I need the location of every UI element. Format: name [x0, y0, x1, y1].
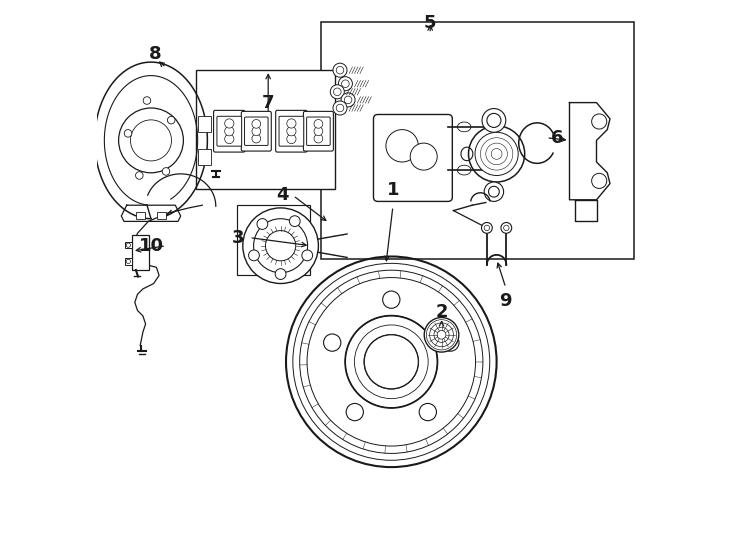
Circle shape — [126, 243, 131, 247]
Circle shape — [336, 104, 344, 112]
Circle shape — [302, 250, 313, 261]
Circle shape — [136, 172, 143, 179]
Circle shape — [314, 127, 323, 136]
Circle shape — [592, 173, 607, 188]
Circle shape — [314, 119, 323, 128]
Circle shape — [336, 66, 344, 74]
Circle shape — [468, 126, 525, 182]
Bar — [198, 148, 211, 165]
Circle shape — [243, 208, 319, 284]
Polygon shape — [570, 103, 610, 200]
FancyBboxPatch shape — [217, 116, 241, 146]
Circle shape — [382, 291, 400, 308]
Circle shape — [341, 80, 349, 87]
Circle shape — [487, 113, 501, 127]
Circle shape — [124, 130, 132, 137]
FancyBboxPatch shape — [244, 117, 268, 145]
Circle shape — [489, 186, 499, 197]
Circle shape — [252, 127, 261, 136]
Polygon shape — [121, 205, 181, 221]
Circle shape — [287, 126, 296, 136]
Polygon shape — [575, 200, 597, 221]
FancyBboxPatch shape — [374, 114, 452, 201]
Circle shape — [344, 96, 352, 104]
Bar — [136, 212, 145, 219]
Circle shape — [484, 182, 504, 201]
Circle shape — [330, 85, 344, 99]
Circle shape — [475, 132, 518, 176]
Text: 7: 7 — [262, 93, 275, 112]
Circle shape — [225, 134, 234, 144]
Text: 2: 2 — [435, 303, 448, 321]
Bar — [237, 205, 310, 275]
FancyBboxPatch shape — [279, 116, 304, 146]
Circle shape — [419, 403, 437, 421]
FancyBboxPatch shape — [303, 111, 333, 151]
Text: 10: 10 — [139, 237, 164, 255]
Circle shape — [167, 117, 175, 124]
Circle shape — [246, 211, 316, 280]
Circle shape — [287, 119, 296, 128]
Circle shape — [484, 225, 490, 231]
Text: 8: 8 — [149, 45, 161, 63]
Circle shape — [252, 119, 261, 128]
Circle shape — [482, 109, 506, 132]
Text: 9: 9 — [500, 292, 512, 310]
Circle shape — [246, 211, 316, 280]
Bar — [321, 22, 634, 259]
Circle shape — [246, 211, 316, 280]
Circle shape — [333, 88, 341, 96]
Circle shape — [386, 130, 418, 162]
Circle shape — [126, 259, 131, 264]
Circle shape — [252, 134, 261, 143]
Text: 6: 6 — [550, 129, 563, 147]
Circle shape — [442, 334, 459, 351]
Bar — [158, 212, 166, 219]
Circle shape — [143, 97, 150, 104]
Circle shape — [424, 318, 459, 352]
Circle shape — [333, 101, 347, 115]
Circle shape — [324, 334, 341, 351]
Bar — [196, 70, 335, 189]
Circle shape — [338, 77, 352, 91]
Bar — [125, 242, 132, 248]
Text: 1: 1 — [387, 181, 399, 199]
Text: 3: 3 — [232, 228, 244, 247]
Circle shape — [246, 211, 316, 280]
Circle shape — [504, 225, 509, 231]
Circle shape — [314, 134, 323, 143]
Bar — [198, 116, 211, 132]
Circle shape — [333, 63, 347, 77]
Circle shape — [275, 268, 286, 279]
Text: 5: 5 — [424, 14, 437, 32]
Circle shape — [501, 222, 512, 233]
FancyBboxPatch shape — [241, 111, 272, 151]
Circle shape — [289, 216, 300, 227]
Circle shape — [287, 134, 296, 144]
FancyBboxPatch shape — [307, 117, 330, 145]
Text: 4: 4 — [276, 186, 288, 205]
Circle shape — [410, 143, 437, 170]
Bar — [125, 258, 132, 265]
FancyBboxPatch shape — [214, 110, 245, 152]
Circle shape — [249, 250, 259, 261]
Circle shape — [592, 114, 607, 129]
Bar — [132, 235, 150, 270]
Circle shape — [482, 222, 493, 233]
Circle shape — [225, 126, 234, 136]
Circle shape — [162, 167, 170, 175]
Circle shape — [341, 93, 355, 107]
Circle shape — [225, 119, 234, 128]
Circle shape — [346, 403, 363, 421]
FancyBboxPatch shape — [276, 110, 307, 152]
Circle shape — [257, 219, 268, 230]
